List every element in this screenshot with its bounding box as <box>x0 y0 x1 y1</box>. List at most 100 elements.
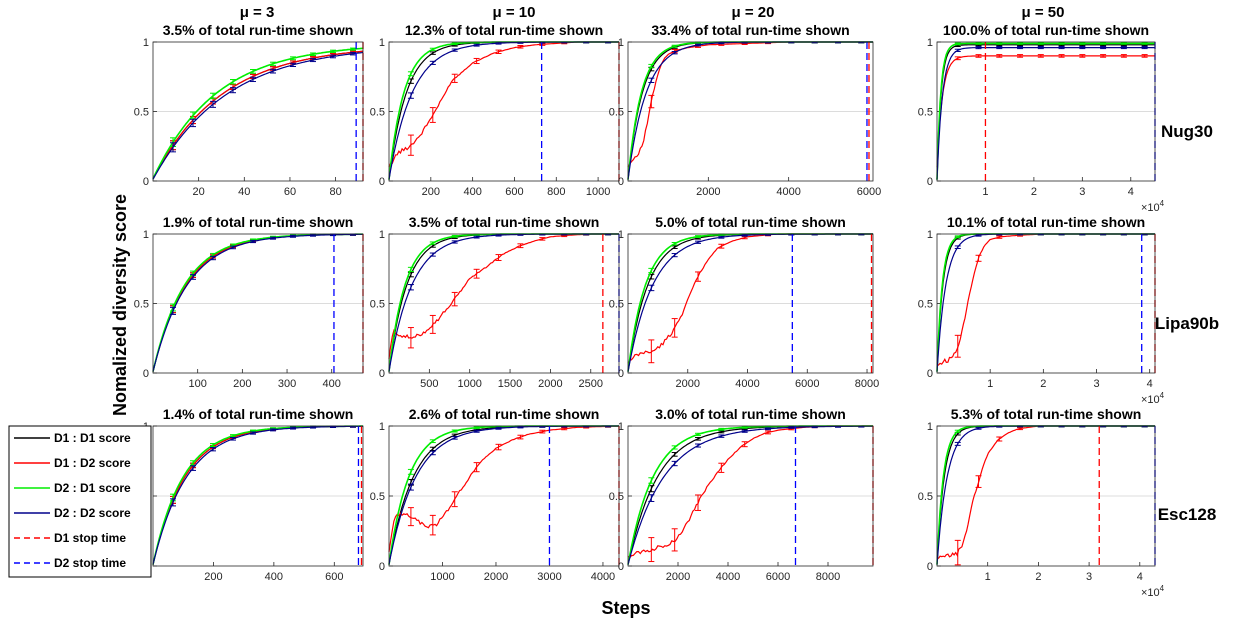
error-bar-d2-d2 <box>210 447 216 452</box>
error-bar-d1-d2 <box>429 107 436 123</box>
x-tick-label: 200 <box>233 378 251 390</box>
error-bar-d2-d1 <box>1100 42 1107 45</box>
axes-box <box>388 41 620 182</box>
error-bar-d2-d1 <box>1058 42 1065 45</box>
error-bar-d1-d2 <box>517 243 524 249</box>
error-bar-d1-d2 <box>1100 54 1107 58</box>
error-bar-d2-d1 <box>1037 42 1044 45</box>
error-bar-d1-d2 <box>473 462 480 473</box>
legend-box <box>8 425 152 578</box>
x-tick-label: 60 <box>284 186 296 198</box>
error-bar-d2-d2 <box>741 429 748 433</box>
error-bar-d2-d2 <box>695 443 701 448</box>
error-bar-d2-d1 <box>210 443 216 448</box>
error-bar-d2-d2 <box>954 48 961 52</box>
x-tick-label: 1000 <box>586 186 610 198</box>
column-title-mu-20: μ = 20 <box>732 4 775 21</box>
y-tick-label: 0 <box>379 176 385 188</box>
error-bar-d1-d2 <box>495 443 502 451</box>
error-bar-d2-d1 <box>270 61 276 66</box>
panel-1-2: 5.0% of total run-time shown 0 0.5 1 2000 400… <box>609 214 880 390</box>
error-bar-d2-d2 <box>190 118 196 128</box>
x-tick-label: 8000 <box>855 378 879 390</box>
error-bar-d2-d2 <box>975 46 982 50</box>
error-bar-d2-d2 <box>270 236 276 240</box>
panel-0-2: 33.4% of total run-time shown 0 0.5 1 2000 40… <box>609 22 882 198</box>
y-tick-label: 0 <box>143 368 149 380</box>
error-bar-d2-d1 <box>1141 42 1148 45</box>
error-bar-d1-d2 <box>695 494 701 511</box>
x-tick-label: 200 <box>204 571 222 583</box>
error-bar-d1-d2 <box>1141 54 1148 58</box>
axes-box <box>627 425 874 567</box>
x-tick-label: 600 <box>325 571 343 583</box>
error-bar-d2-d2 <box>230 437 236 441</box>
error-bar-d1-d2 <box>407 327 414 349</box>
error-bar-d1-d2 <box>741 441 748 448</box>
error-bar-d1-d2 <box>429 314 436 334</box>
error-bar-d2-d1 <box>451 234 458 238</box>
legend-label: D1 : D2 score <box>54 456 131 470</box>
panel-title: 2.6% of total run-time shown <box>409 406 600 422</box>
error-bar-d2-d2 <box>407 284 414 291</box>
x-tick-label: 4 <box>1128 186 1134 198</box>
x-exponent-label: ×104 <box>1141 584 1165 599</box>
x-exponent-power: 4 <box>1160 391 1165 400</box>
error-bar-d2-d1 <box>695 432 701 437</box>
row-label-esc128: Esc128 <box>1158 505 1217 524</box>
axes-box <box>936 233 1156 374</box>
error-bar-d2-d2 <box>407 92 414 99</box>
x-tick-label: 4 <box>1147 378 1153 390</box>
error-bar-d2-d1 <box>718 427 725 431</box>
error-bar-d2-d2 <box>290 234 296 238</box>
series-line-d2-d2 <box>152 233 363 372</box>
x-axis-label: Steps <box>601 598 650 618</box>
error-bar-d2-d2 <box>671 460 678 467</box>
error-bar-d1-d2 <box>996 436 1003 442</box>
error-bar-d2-d1 <box>210 92 216 100</box>
error-bar-d2-d1 <box>671 445 678 450</box>
error-bar-d1-d2 <box>695 271 701 282</box>
error-bar-d2-d1 <box>250 68 256 74</box>
y-tick-label: 1 <box>379 421 385 433</box>
error-bar-d2-d2 <box>210 100 216 108</box>
x-tick-label: 1500 <box>498 378 522 390</box>
x-tick-label: 6000 <box>857 186 881 198</box>
y-tick-label: 0.5 <box>370 491 385 503</box>
x-tick-label: 300 <box>278 378 296 390</box>
error-bar-d1-d2 <box>954 334 961 358</box>
error-bar-d2-d2 <box>1037 46 1044 50</box>
error-bar-d1-d2 <box>451 291 458 307</box>
error-bar-d2-d1 <box>290 56 296 61</box>
y-tick-label: 1 <box>618 229 624 241</box>
x-tick-label: 1000 <box>430 571 454 583</box>
error-bar-d2-d2 <box>407 483 414 491</box>
x-tick-label: 3 <box>1093 378 1099 390</box>
x-tick-label: 3000 <box>537 571 561 583</box>
error-bar-d2-d2 <box>230 245 236 250</box>
error-bar-d2-d1 <box>741 425 748 429</box>
x-tick-label: 200 <box>422 186 440 198</box>
series-line-d1-d2 <box>388 425 620 553</box>
error-bar-d2-d2 <box>788 426 795 429</box>
error-bar-d2-d1 <box>648 63 655 69</box>
error-bar-d2-d2 <box>695 240 701 244</box>
error-bar-d2-d2 <box>451 240 458 244</box>
error-bar-d1-d2 <box>517 45 524 49</box>
legend: D1 : D1 score D1 : D2 score D2 : D1 score D… <box>8 425 152 578</box>
error-bar-d2-d2 <box>473 235 480 239</box>
error-bar-d2-d2 <box>190 274 196 280</box>
error-bar-d2-d2 <box>1100 46 1107 50</box>
y-tick-label: 1 <box>927 421 933 433</box>
x-tick-label: 4000 <box>735 378 759 390</box>
panel-title: 33.4% of total run-time shown <box>651 22 849 38</box>
series-line-d1-d2 <box>152 50 364 180</box>
y-tick-label: 0.5 <box>609 299 624 311</box>
error-bar-d2-d1 <box>954 42 961 46</box>
panel-2-0: 1.4% of total run-time shown00.512004006… <box>134 406 364 583</box>
x-tick-label: 8000 <box>816 571 840 583</box>
legend-label: D2 : D1 score <box>54 481 131 495</box>
x-tick-label: 3 <box>1079 186 1085 198</box>
x-exponent-label: ×104 <box>1141 199 1165 214</box>
error-bar-d2-d1 <box>695 235 701 238</box>
